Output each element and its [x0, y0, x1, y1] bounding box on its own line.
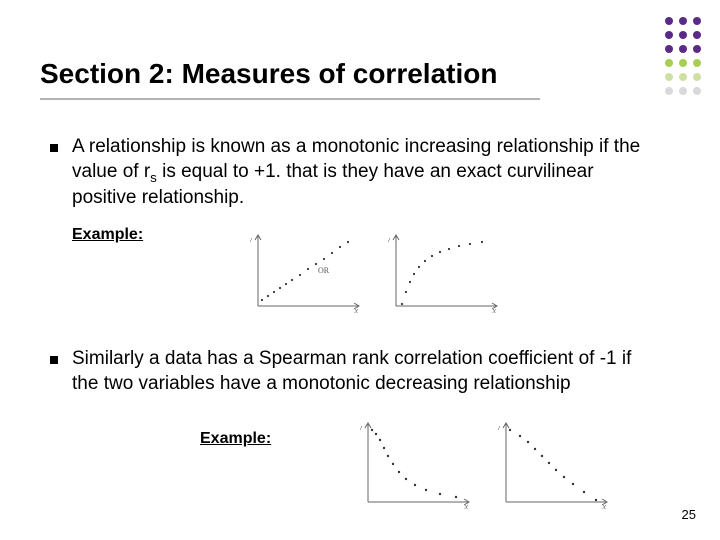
svg-text:x: x [601, 502, 606, 510]
svg-text:x: x [353, 306, 358, 314]
scatter-chart: yx [388, 234, 498, 314]
svg-text:y: y [250, 235, 252, 244]
decor-dot [679, 17, 687, 25]
decor-dot [665, 45, 673, 53]
decorative-dot-grid [662, 14, 704, 98]
chart-wrapper: yx [388, 234, 498, 314]
decor-dot [665, 73, 673, 81]
bullet-item: Similarly a data has a Spearman rank cor… [50, 347, 660, 396]
page-number: 25 [682, 507, 696, 522]
scatter-chart: yx [360, 422, 470, 510]
decor-dot [693, 17, 701, 25]
bullet-item: A relationship is known as a monotonic i… [50, 135, 660, 210]
decor-dot [693, 59, 701, 67]
decor-dot [693, 31, 701, 39]
title-underline [40, 98, 540, 100]
chart-pair-decreasing: yxyx [360, 422, 608, 510]
decor-dot [665, 59, 673, 67]
svg-text:y: y [498, 423, 500, 432]
chart-wrapper: yx [360, 422, 470, 510]
decor-dot [679, 31, 687, 39]
svg-text:y: y [360, 423, 362, 432]
decor-dot [679, 87, 687, 95]
example-label: Example: [72, 226, 143, 244]
decor-dot [665, 87, 673, 95]
bullet-marker [50, 356, 58, 364]
chart-wrapper: yx [498, 422, 608, 510]
slide: Section 2: Measures of correlation A rel… [0, 0, 720, 540]
decor-dot [665, 31, 673, 39]
scatter-chart: yx [250, 234, 360, 314]
decor-dot [693, 45, 701, 53]
svg-text:x: x [463, 502, 468, 510]
bullet-marker [50, 144, 58, 152]
bullet-text: Similarly a data has a Spearman rank cor… [72, 347, 660, 396]
decor-dot [679, 59, 687, 67]
decor-dot [665, 17, 673, 25]
slide-title: Section 2: Measures of correlation [40, 58, 497, 90]
svg-text:y: y [388, 235, 390, 244]
scatter-chart: yx [498, 422, 608, 510]
decor-dot [679, 73, 687, 81]
bullet-text: A relationship is known as a monotonic i… [72, 135, 660, 210]
decor-dot [679, 45, 687, 53]
chart-wrapper: yx [250, 234, 360, 314]
chart-pair-increasing: yxyx [250, 234, 498, 314]
svg-text:x: x [491, 306, 496, 314]
decor-dot [693, 87, 701, 95]
decor-dot [693, 73, 701, 81]
example-label: Example: [200, 430, 271, 448]
